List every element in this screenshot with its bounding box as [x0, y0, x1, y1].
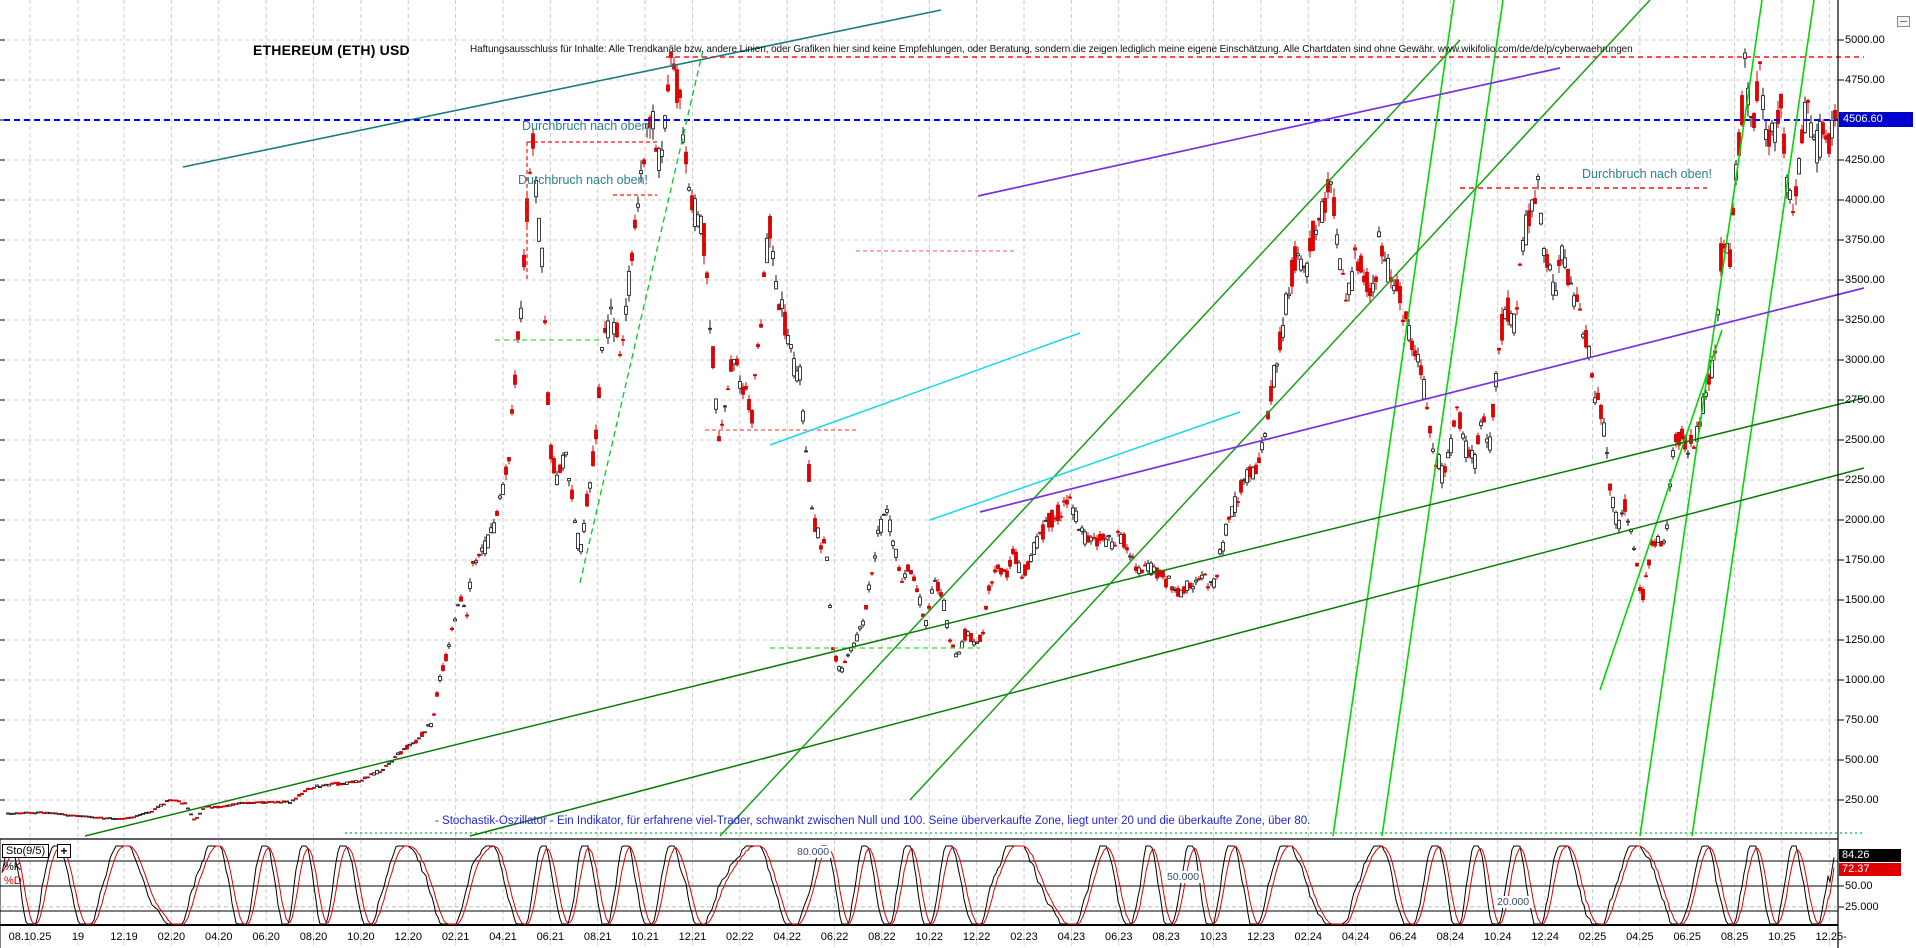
time-axis-label: 06.24	[1389, 931, 1417, 943]
time-axis-label: 10.22	[915, 931, 944, 943]
price-axis-label: 500.00	[1845, 754, 1879, 766]
time-axis-label: 08.25	[1720, 931, 1749, 943]
time-axis-label: 12.22	[962, 931, 991, 943]
time-axis-label: 02.24	[1294, 931, 1323, 943]
oscillator-axis-50: 50.00	[1845, 880, 1873, 892]
time-axis-label: 08.23	[1152, 931, 1180, 943]
collapse-panel-icon[interactable]	[1897, 16, 1910, 27]
time-axis-label: 12.19	[110, 931, 138, 943]
time-axis-label: 08.21	[583, 931, 612, 943]
time-axis-label: 02.22	[726, 931, 754, 943]
time-axis-label: 08.22	[868, 931, 896, 943]
time-axis-label: 04.21	[489, 931, 517, 943]
time-axis-label: 06.21	[536, 931, 565, 943]
time-axis-label: 12.23	[1247, 931, 1275, 943]
price-axis-label: 4250.00	[1845, 154, 1885, 166]
time-axis-label: 04.25	[1626, 931, 1654, 943]
price-axis-label: 3250.00	[1845, 314, 1885, 326]
d-line-label: %D	[4, 875, 22, 887]
d-value-badge: 72.37	[1839, 863, 1901, 876]
time-axis-label: 10.21	[631, 931, 659, 943]
time-axis-label: 04.20	[204, 931, 233, 943]
time-axis-label: 02.25	[1578, 931, 1607, 943]
time-axis-label: 06.23	[1105, 931, 1133, 943]
price-axis-label: 2000.00	[1845, 514, 1885, 526]
price-axis-label: 4000.00	[1845, 194, 1885, 206]
annotation-breakout-3: Durchbruch nach oben!	[1582, 167, 1712, 181]
time-axis-label: 04.23	[1057, 931, 1086, 943]
oscillator-level-label: 50.000	[1165, 871, 1202, 883]
price-axis-label: 3500.00	[1845, 274, 1885, 286]
price-axis-label: 750.00	[1845, 714, 1879, 726]
disclaimer-text: Haftungsausschluss für Inhalte: Alle Tre…	[470, 44, 1633, 55]
chart-title: ETHEREUM (ETH) USD	[253, 42, 410, 58]
time-axis-label: 06.20	[252, 931, 280, 943]
oscillator-level-label: 20.000	[1495, 896, 1532, 908]
time-axis-label: 10.23	[1199, 931, 1228, 943]
time-axis-label: -	[1843, 931, 1847, 943]
time-axis-label: 04.22	[773, 931, 801, 943]
time-axis-label: 12.21	[678, 931, 707, 943]
current-price-badge: 4506.60	[1839, 112, 1913, 127]
k-value-badge: 84.26	[1839, 849, 1901, 862]
time-axis-label: 12.25	[1815, 931, 1844, 943]
time-axis-label: 06.25	[1673, 931, 1701, 943]
oscillator-settings-label[interactable]: Sto(9/5)	[2, 844, 50, 858]
time-axis-label: 02.21	[441, 931, 470, 943]
time-axis-label: 12.24	[1531, 931, 1559, 943]
time-axis-label: 02.20	[157, 931, 186, 943]
annotation-breakout-1: Durchbruch nach oben!	[522, 119, 652, 133]
price-axis-label: 2750.00	[1845, 394, 1885, 406]
oscillator-axis-25: 25.000	[1845, 901, 1879, 913]
time-axis-label: 06.22	[820, 931, 849, 943]
time-axis-label: 02.23	[1010, 931, 1038, 943]
oscillator-level-label: 80.000	[795, 846, 832, 858]
time-axis-label: 08.20	[299, 931, 328, 943]
annotation-breakout-2: Durchbruch nach oben!	[518, 173, 648, 187]
price-axis-label: 250.00	[1845, 794, 1879, 806]
price-axis-label: 2250.00	[1845, 474, 1885, 486]
time-axis-label: 04.24	[1341, 931, 1370, 943]
price-axis-label: 2500.00	[1845, 434, 1885, 446]
k-line-label: %K	[4, 861, 22, 873]
price-axis-label: 1750.00	[1845, 554, 1885, 566]
stochastic-note: - Stochastik-Oszillator - Ein Indikator,…	[435, 815, 1311, 827]
price-axis-label: 3000.00	[1845, 354, 1885, 366]
time-axis-label: 10.24	[1483, 931, 1512, 943]
price-axis-label: 1000.00	[1845, 674, 1885, 686]
price-axis-label: 5000.00	[1845, 34, 1885, 46]
price-axis-label: 3750.00	[1845, 234, 1885, 246]
time-axis-label: 10.25	[1768, 931, 1796, 943]
price-axis-label: 4750.00	[1845, 74, 1885, 86]
time-axis-label: 08.10.25	[8, 931, 52, 943]
time-axis-label: 12.20	[394, 931, 422, 943]
time-axis-label: 10.20	[347, 931, 375, 943]
price-axis-label: 1250.00	[1845, 634, 1885, 646]
time-axis-label: 19	[71, 931, 85, 943]
add-indicator-button[interactable]: +	[57, 844, 71, 858]
time-axis-label: 08.24	[1436, 931, 1465, 943]
price-axis-label: 1500.00	[1845, 594, 1885, 606]
